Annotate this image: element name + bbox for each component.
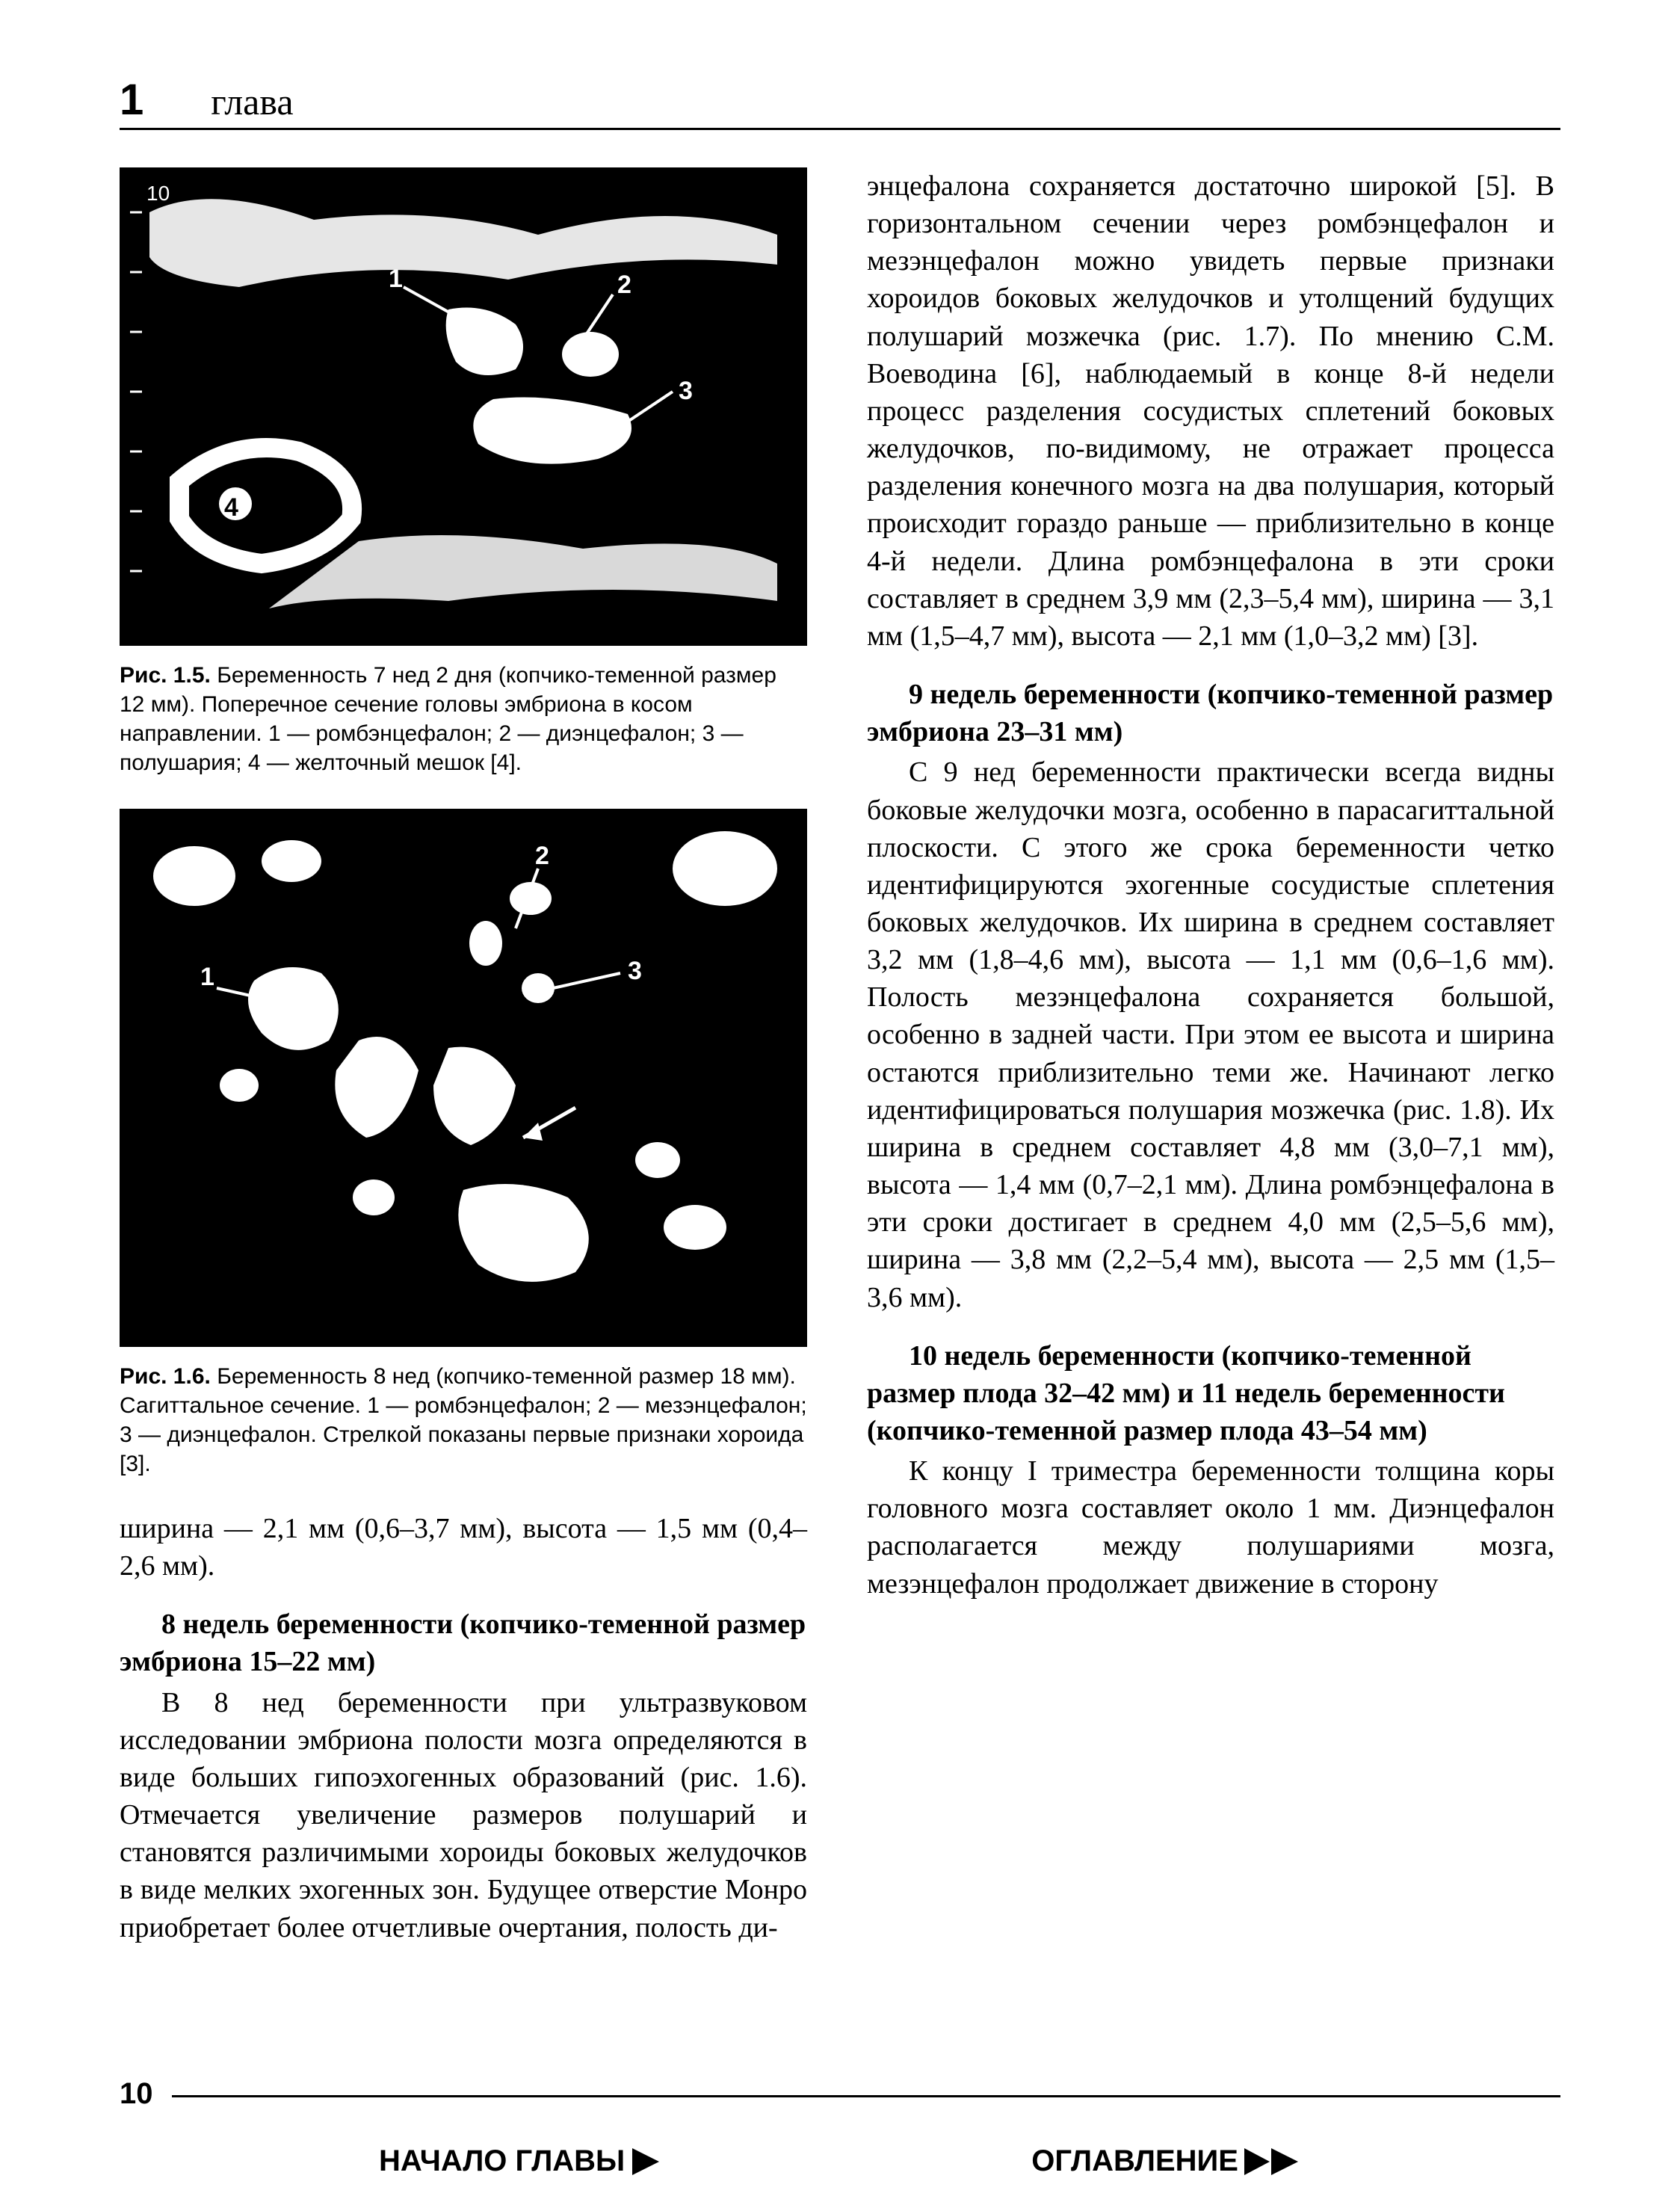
figure-1-6-caption-text: Беременность 8 нед (копчико-теменной раз… (120, 1364, 807, 1476)
fig-1-6-anno-1: 1 (200, 963, 214, 991)
figure-1-6-caption: Рис. 1.6. Беременность 8 нед (копчико-те… (120, 1362, 807, 1478)
toc-button[interactable]: ОГЛАВЛЕНИЕ (1031, 2144, 1301, 2178)
heading-9-weeks: 9 недель беременности (копчико-теменной … (867, 676, 1554, 750)
text-columns: 10 1 2 3 4 Рис. 1.5. Беременность 7 нед … (120, 167, 1560, 1967)
fig-1-5-scale-label: 10 (146, 182, 170, 205)
fig-1-5-anno-4: 4 (224, 493, 238, 522)
fig-1-5-anno-3: 3 (679, 377, 693, 405)
figure-1-5-caption: Рис. 1.5. Беременность 7 нед 2 дня (копч… (120, 661, 807, 777)
figure-1-5-image: 10 1 2 3 4 (120, 167, 807, 646)
figure-1-6-caption-label: Рис. 1.6. (120, 1364, 211, 1389)
double-arrow-right-icon (1243, 2145, 1301, 2178)
start-of-chapter-label: НАЧАЛО ГЛАВЫ (379, 2144, 625, 2178)
fig-1-6-anno-2: 2 (535, 842, 549, 870)
chapter-number: 1 (120, 75, 143, 125)
figure-1-5-caption-text: Беременность 7 нед 2 дня (копчико-теменн… (120, 663, 776, 775)
heading-8-weeks: 8 недель беременности (копчико-теменной … (120, 1606, 807, 1680)
page-header: 1 глава (120, 75, 1560, 130)
footer-nav: НАЧАЛО ГЛАВЫ ОГЛАВЛЕНИЕ (0, 2144, 1680, 2178)
arrow-right-icon (629, 2145, 662, 2178)
left-column: 10 1 2 3 4 Рис. 1.5. Беременность 7 нед … (120, 167, 807, 1967)
fig-1-5-anno-2: 2 (617, 271, 631, 299)
page-rule (172, 2095, 1560, 2097)
right-column: энцефалона сохраняется достаточно широко… (867, 167, 1554, 1967)
right-paragraph-2: С 9 нед беременности практически всегда … (867, 753, 1554, 1316)
right-paragraph-1: энцефалона сохраняется достаточно широко… (867, 167, 1554, 655)
fig-1-6-anno-3: 3 (628, 957, 642, 985)
figure-1-5-caption-label: Рис. 1.5. (120, 663, 211, 688)
start-of-chapter-button[interactable]: НАЧАЛО ГЛАВЫ (379, 2144, 662, 2178)
toc-label: ОГЛАВЛЕНИЕ (1031, 2144, 1238, 2178)
figure-1-5: 10 1 2 3 4 (120, 167, 807, 646)
chapter-word: глава (211, 80, 293, 123)
right-paragraph-3: К концу I триместра беременности толщина… (867, 1452, 1554, 1603)
left-paragraph-1: ширина — 2,1 мм (0,6–3,7 мм), высота — 1… (120, 1510, 807, 1585)
figure-1-6: 1 2 3 (120, 809, 807, 1347)
page-number: 10 (120, 2077, 153, 2111)
figure-1-6-image: 1 2 3 (120, 809, 807, 1347)
fig-1-5-anno-1: 1 (389, 265, 403, 293)
left-paragraph-2: В 8 нед беременности при ультразвуковом … (120, 1684, 807, 1946)
heading-10-weeks: 10 недель беременности (копчико-теменной… (867, 1337, 1554, 1449)
